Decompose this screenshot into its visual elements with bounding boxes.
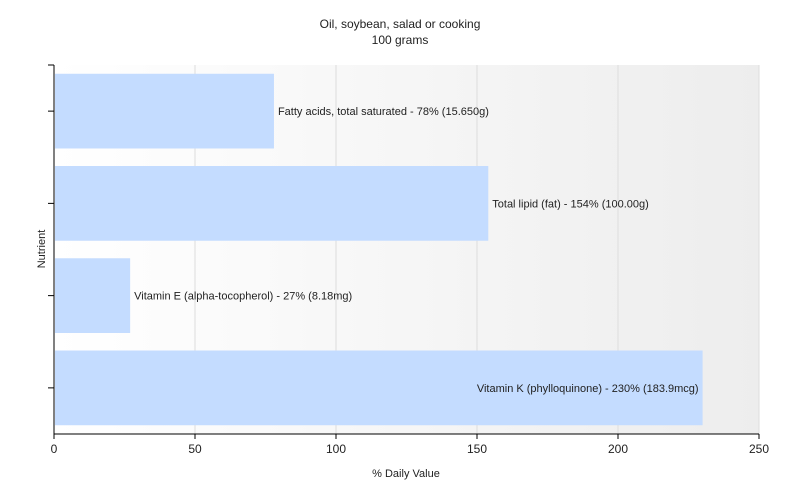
x-tick-label-4: 200 <box>608 442 628 456</box>
x-tick-label-5: 250 <box>749 442 769 456</box>
chart-title: Oil, soybean, salad or cooking <box>320 17 481 31</box>
data-label-1: Total lipid (fat) - 154% (100.00g) <box>492 198 649 210</box>
x-tick-label-1: 50 <box>188 442 202 456</box>
bar-3 <box>55 350 703 426</box>
x-tick-label-0: 0 <box>51 442 58 456</box>
x-tick-label-2: 100 <box>326 442 346 456</box>
data-label-3: Vitamin K (phylloquinone) - 230% (183.9m… <box>477 383 699 395</box>
data-label-0: Fatty acids, total saturated - 78% (15.6… <box>278 106 489 118</box>
bar-2 <box>55 258 131 333</box>
axes: 0 50 100 150 200 250 <box>48 64 769 456</box>
bars <box>55 73 703 426</box>
data-labels: Fatty acids, total saturated - 78% (15.6… <box>134 106 698 395</box>
y-axis-label: Nutrient <box>36 230 48 269</box>
data-label-2: Vitamin E (alpha-tocopherol) - 27% (8.18… <box>134 291 352 303</box>
chart-subtitle: 100 grams <box>372 33 429 47</box>
bar-0 <box>55 73 274 149</box>
x-tick-label-3: 150 <box>467 442 487 456</box>
bar-1 <box>55 166 489 241</box>
x-axis-label: % Daily Value <box>372 468 440 480</box>
